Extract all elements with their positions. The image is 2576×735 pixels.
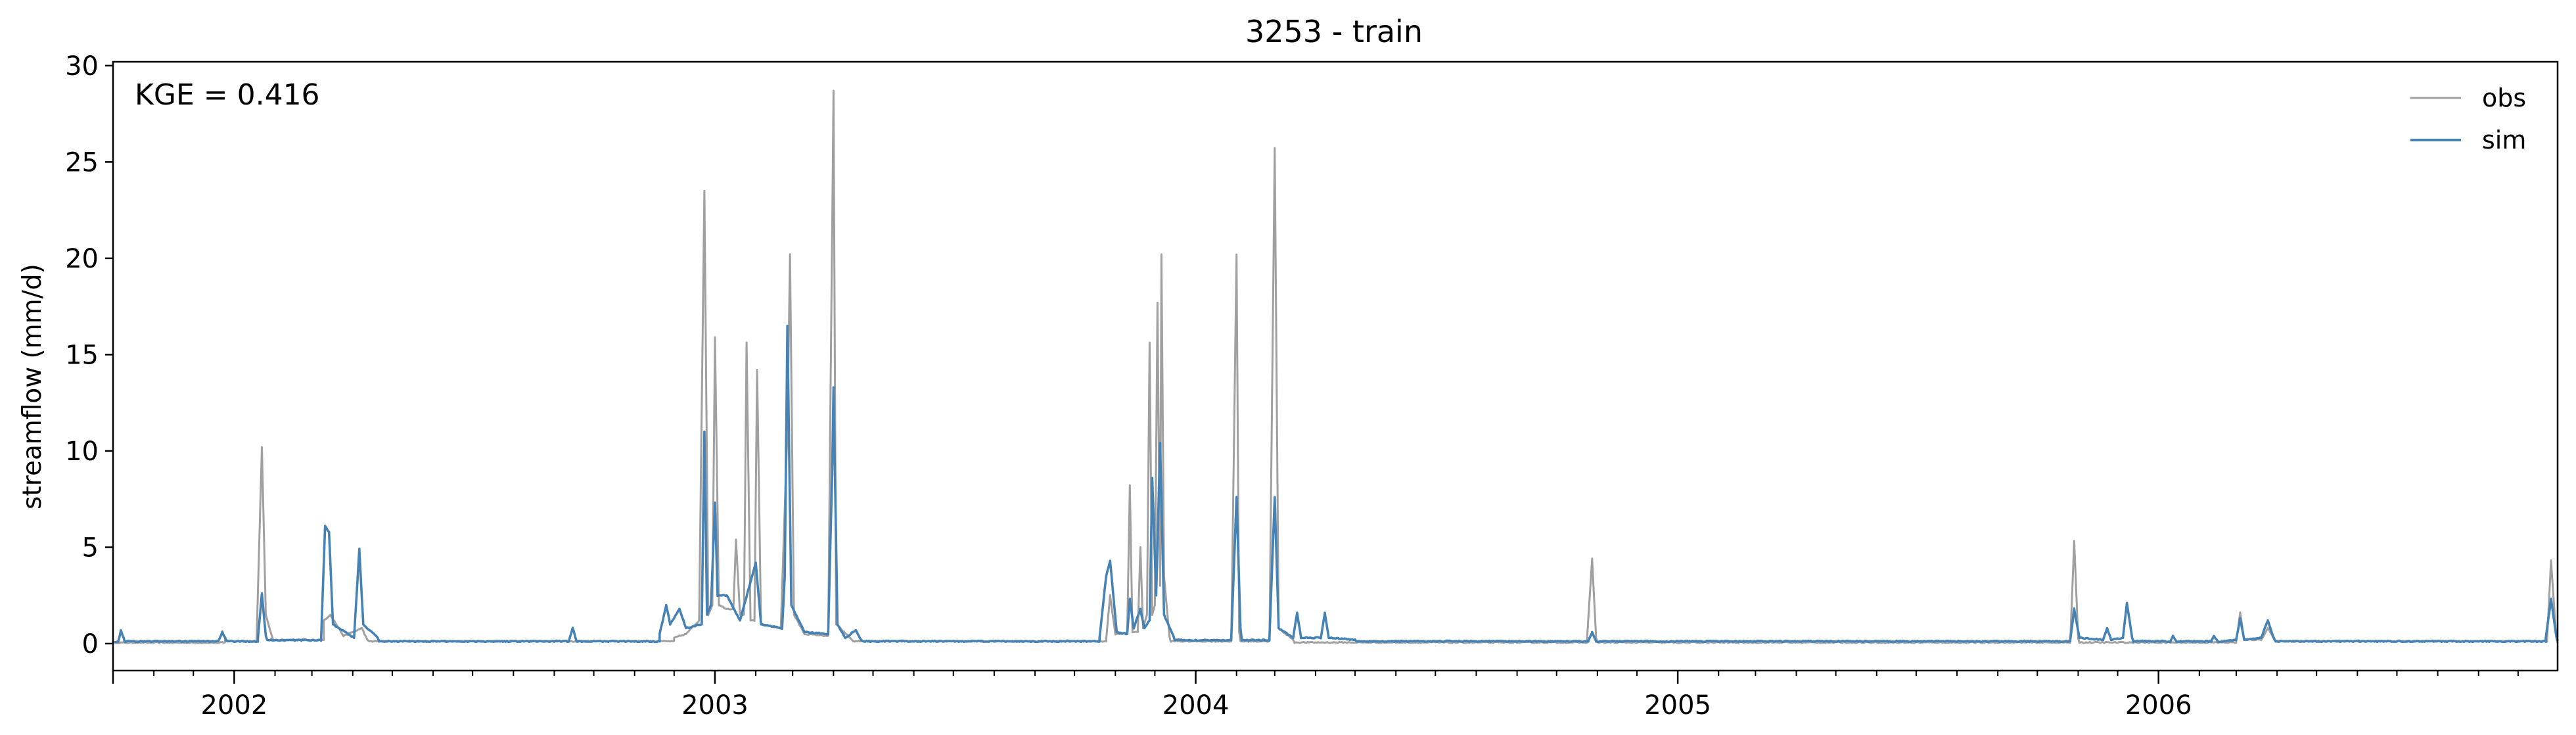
chart-title: 3253 - train	[1245, 14, 1423, 49]
x-tick-label: 2005	[1644, 690, 1711, 721]
sim-series	[112, 324, 2559, 644]
y-axis-ticks: 0 5 10 15 20 25 30	[65, 51, 113, 659]
x-axis-ticks: 2002 2003 2004 2005 2006	[112, 671, 2519, 721]
x-tick-label: 2003	[681, 690, 748, 721]
y-axis-label: streamflow (mm/d)	[18, 264, 47, 510]
y-tick-label: 5	[82, 533, 99, 563]
y-tick-label: 10	[65, 437, 99, 467]
legend: obs sim	[2410, 83, 2526, 154]
y-tick-label: 0	[82, 629, 99, 659]
x-tick-label: 2002	[200, 690, 267, 721]
legend-label-sim: sim	[2482, 126, 2526, 154]
x-tick-label: 2004	[1162, 690, 1230, 721]
sim-line	[112, 324, 2559, 644]
y-tick-label: 15	[65, 340, 99, 370]
kge-annotation: KGE = 0.416	[135, 78, 320, 112]
y-tick-label: 25	[65, 147, 99, 178]
y-tick-label: 20	[65, 244, 99, 274]
axes-frame	[112, 60, 2559, 672]
y-tick-label: 30	[65, 51, 99, 82]
x-tick-label: 2006	[2125, 690, 2192, 721]
legend-label-obs: obs	[2482, 83, 2526, 112]
